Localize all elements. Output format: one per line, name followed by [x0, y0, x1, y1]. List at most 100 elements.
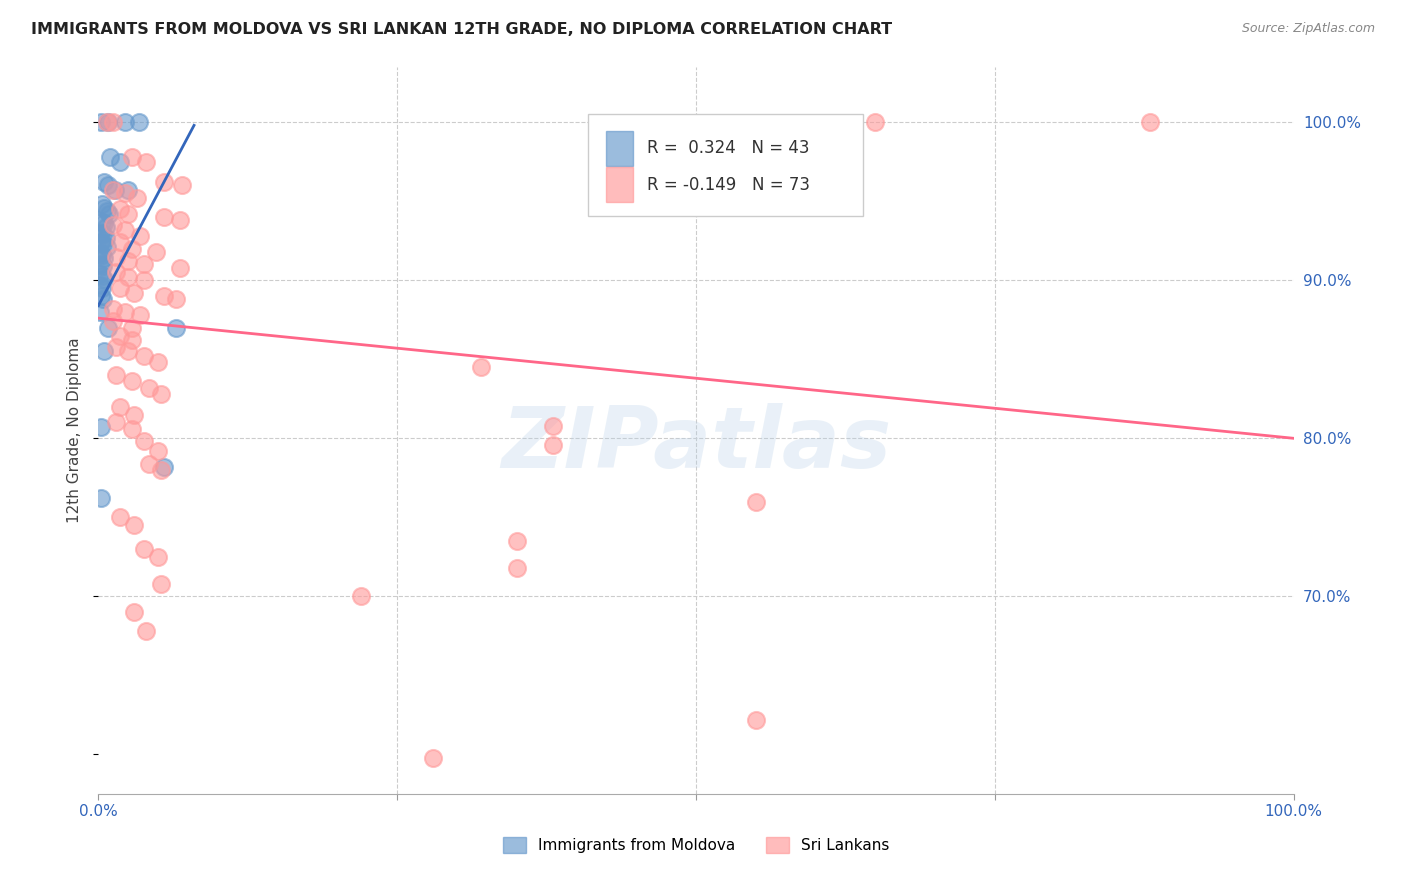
Point [128, 115, 150, 129]
Point [153, 175, 176, 189]
Point [91, 197, 114, 211]
Text: ZIPatlas: ZIPatlas [501, 403, 891, 486]
Point [91, 227, 114, 242]
Point [91, 268, 114, 283]
Point [169, 213, 191, 227]
Y-axis label: 12th Grade, No Diploma: 12th Grade, No Diploma [67, 337, 83, 524]
Point [89, 305, 111, 319]
Point [93, 201, 115, 215]
Point [149, 576, 172, 591]
Point [96, 240, 118, 254]
Point [117, 270, 139, 285]
Point [121, 334, 143, 348]
Point [105, 265, 128, 279]
Point [89, 277, 111, 292]
Point [132, 257, 155, 271]
Point [121, 422, 143, 436]
Point [104, 183, 127, 197]
Point [101, 301, 124, 316]
Text: IMMIGRANTS FROM MOLDOVA VS SRI LANKAN 12TH GRADE, NO DIPLOMA CORRELATION CHART: IMMIGRANTS FROM MOLDOVA VS SRI LANKAN 12… [31, 22, 891, 37]
Point [97, 115, 120, 129]
FancyBboxPatch shape [606, 131, 633, 166]
Point [153, 459, 176, 474]
Point [132, 273, 155, 287]
Point [121, 242, 143, 256]
Point [98, 207, 121, 221]
Point [114, 222, 136, 236]
Point [91, 259, 114, 273]
Point [506, 534, 529, 549]
Point [124, 605, 146, 619]
Point [91, 281, 114, 295]
Point [129, 308, 152, 322]
Point [105, 250, 128, 264]
Point [165, 292, 187, 306]
FancyBboxPatch shape [606, 167, 633, 202]
Point [89, 267, 111, 281]
Point [91, 236, 114, 251]
Point [90, 115, 112, 129]
Text: R = -0.149   N = 73: R = -0.149 N = 73 [647, 176, 810, 194]
Point [132, 349, 155, 363]
Point [90, 257, 112, 271]
Point [153, 289, 176, 303]
Point [745, 713, 768, 727]
Point [101, 218, 124, 232]
Point [108, 235, 131, 250]
Point [148, 444, 170, 458]
Point [108, 400, 131, 414]
Point [105, 416, 128, 430]
Point [90, 491, 112, 506]
Point [94, 219, 117, 234]
Point [108, 510, 131, 524]
Point [105, 340, 128, 354]
Point [125, 191, 148, 205]
Point [101, 183, 124, 197]
Text: R =  0.324   N = 43: R = 0.324 N = 43 [647, 139, 810, 157]
Point [132, 434, 155, 449]
Point [121, 320, 143, 334]
Point [121, 375, 143, 389]
Point [1139, 115, 1161, 129]
Point [135, 154, 157, 169]
Point [93, 175, 115, 189]
Point [135, 624, 157, 639]
Point [138, 381, 160, 395]
Point [93, 344, 115, 359]
Point [108, 154, 131, 169]
Point [865, 115, 887, 129]
Point [93, 251, 115, 265]
Point [145, 244, 167, 259]
Point [108, 202, 131, 216]
Point [124, 408, 146, 422]
Point [117, 344, 139, 359]
Point [93, 216, 115, 230]
FancyBboxPatch shape [589, 114, 863, 216]
Point [105, 368, 128, 382]
Point [91, 215, 114, 229]
Point [90, 289, 112, 303]
Point [124, 285, 146, 300]
Point [90, 235, 112, 250]
Point [91, 248, 114, 262]
Point [121, 150, 143, 164]
Legend: Immigrants from Moldova, Sri Lankans: Immigrants from Moldova, Sri Lankans [496, 830, 896, 859]
Point [129, 229, 152, 244]
Point [114, 305, 136, 319]
Point [148, 355, 170, 369]
Point [117, 207, 139, 221]
Point [149, 387, 172, 401]
Point [169, 260, 191, 275]
Point [97, 178, 120, 193]
Point [117, 183, 139, 197]
Point [94, 230, 117, 244]
Point [124, 518, 146, 533]
Point [117, 254, 139, 268]
Point [97, 320, 120, 334]
Point [98, 150, 122, 164]
Point [91, 292, 114, 306]
Point [172, 178, 194, 193]
Point [96, 203, 118, 218]
Point [165, 320, 187, 334]
Text: Source: ZipAtlas.com: Source: ZipAtlas.com [1241, 22, 1375, 36]
